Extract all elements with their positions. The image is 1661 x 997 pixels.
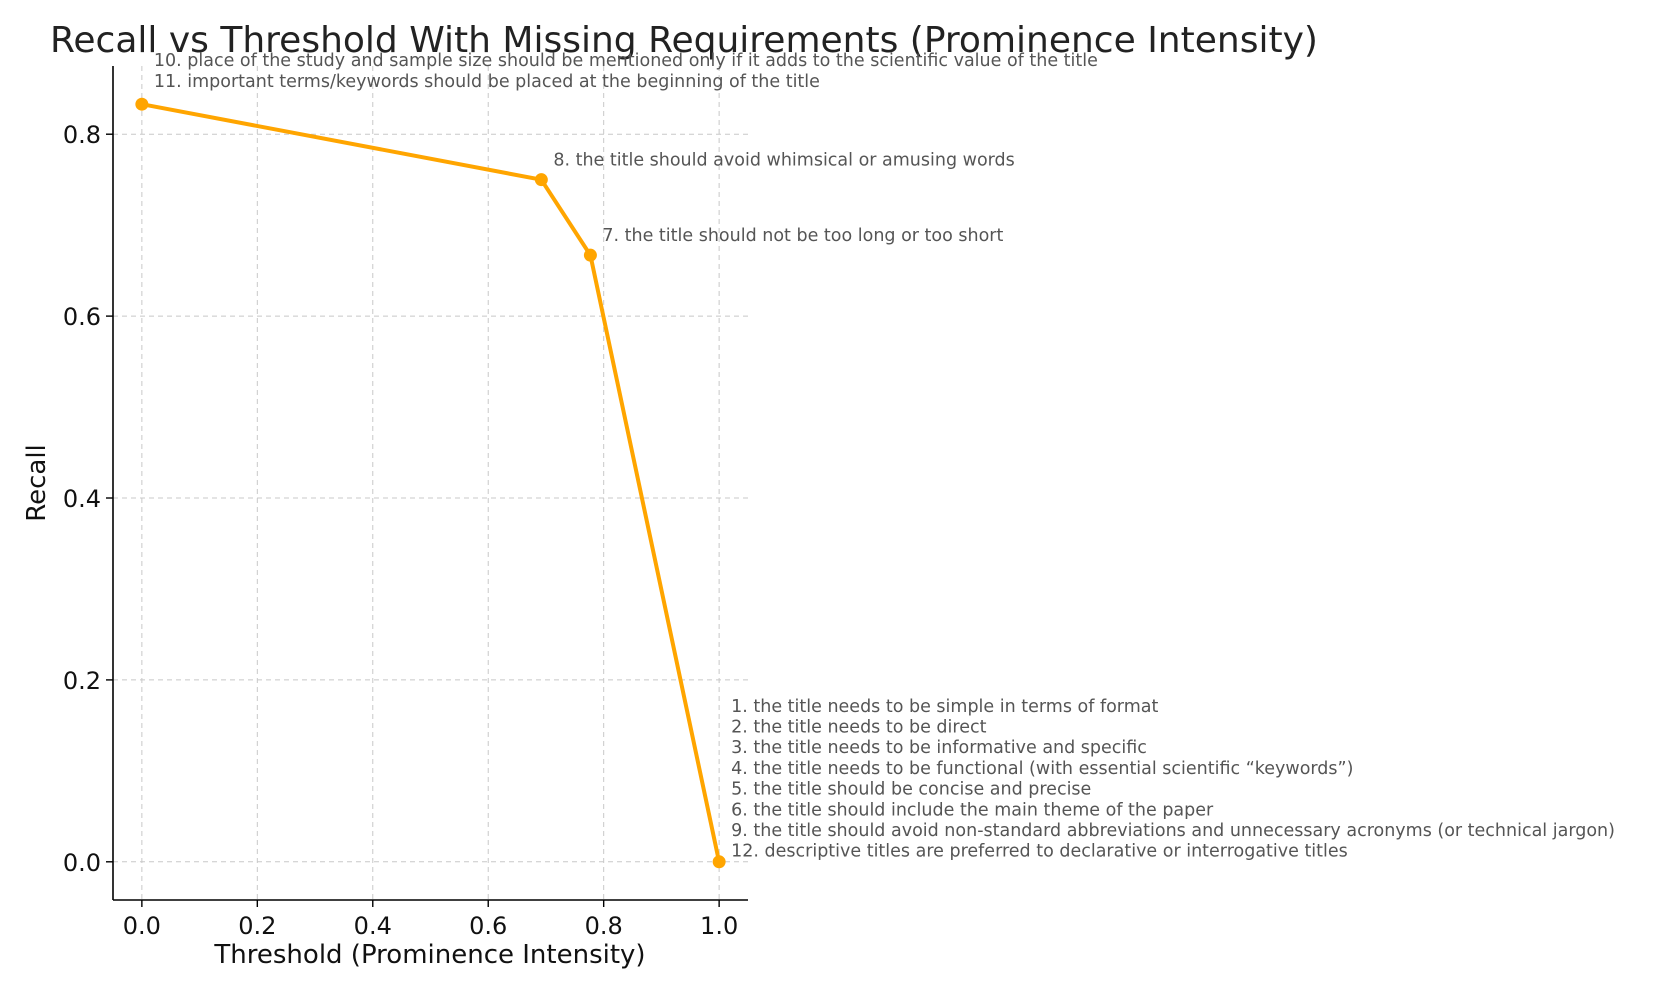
x-tick-label: 1.0 — [700, 912, 738, 940]
annotation-text: 3. the title needs to be informative and… — [731, 738, 1147, 758]
x-tick-label: 0.0 — [123, 912, 161, 940]
y-tick-label: 0.4 — [63, 485, 101, 513]
grid — [113, 66, 748, 900]
y-tick-label: 0.8 — [63, 121, 101, 149]
annotation-text: 6. the title should include the main the… — [731, 800, 1214, 820]
y-tick-label: 0.2 — [63, 667, 101, 695]
annotation-text: 2. the title needs to be direct — [731, 718, 986, 738]
x-tick-label: 0.2 — [238, 912, 276, 940]
annotation-text: 4. the title needs to be functional (wit… — [731, 759, 1353, 779]
y-tick-label: 0.0 — [63, 849, 101, 877]
x-tick-label: 0.6 — [469, 912, 507, 940]
series-line — [141, 102, 722, 863]
y-axis-label: Recall — [22, 444, 52, 522]
x-axis-label: Threshold (Prominence Intensity) — [213, 940, 645, 970]
annotation-text: 1. the title needs to be simple in terms… — [731, 697, 1158, 717]
data-point — [135, 97, 149, 111]
annotation-text: 8. the title should avoid whimsical or a… — [553, 151, 1014, 171]
annotation-text: 10. place of the study and sample size s… — [154, 51, 1098, 71]
chart-title: Recall vs Threshold With Missing Require… — [50, 20, 1318, 61]
annotation-text: 9. the title should avoid non-standard a… — [731, 821, 1615, 841]
x-tick-label: 0.4 — [354, 912, 392, 940]
series — [135, 97, 726, 869]
annotations: 10. place of the study and sample size s… — [154, 51, 1615, 862]
y-tick-label: 0.6 — [63, 303, 101, 331]
x-tick-label: 0.8 — [585, 912, 623, 940]
data-point — [583, 248, 597, 262]
ticks: 0.0 0.2 0.4 0.6 0.8 1.0 0.0 0.2 0.4 0.6 0.8 — [63, 121, 738, 940]
axes — [112, 66, 748, 901]
data-point — [712, 855, 726, 869]
annotation-text: 5. the title should be concise and preci… — [731, 780, 1091, 800]
annotation-text: 12. descriptive titles are preferred to … — [731, 842, 1348, 862]
annotation-text: 11. important terms/keywords should be p… — [154, 72, 820, 92]
annotation-text: 7. the title should not be too long or t… — [602, 226, 1003, 246]
data-point — [534, 173, 548, 187]
